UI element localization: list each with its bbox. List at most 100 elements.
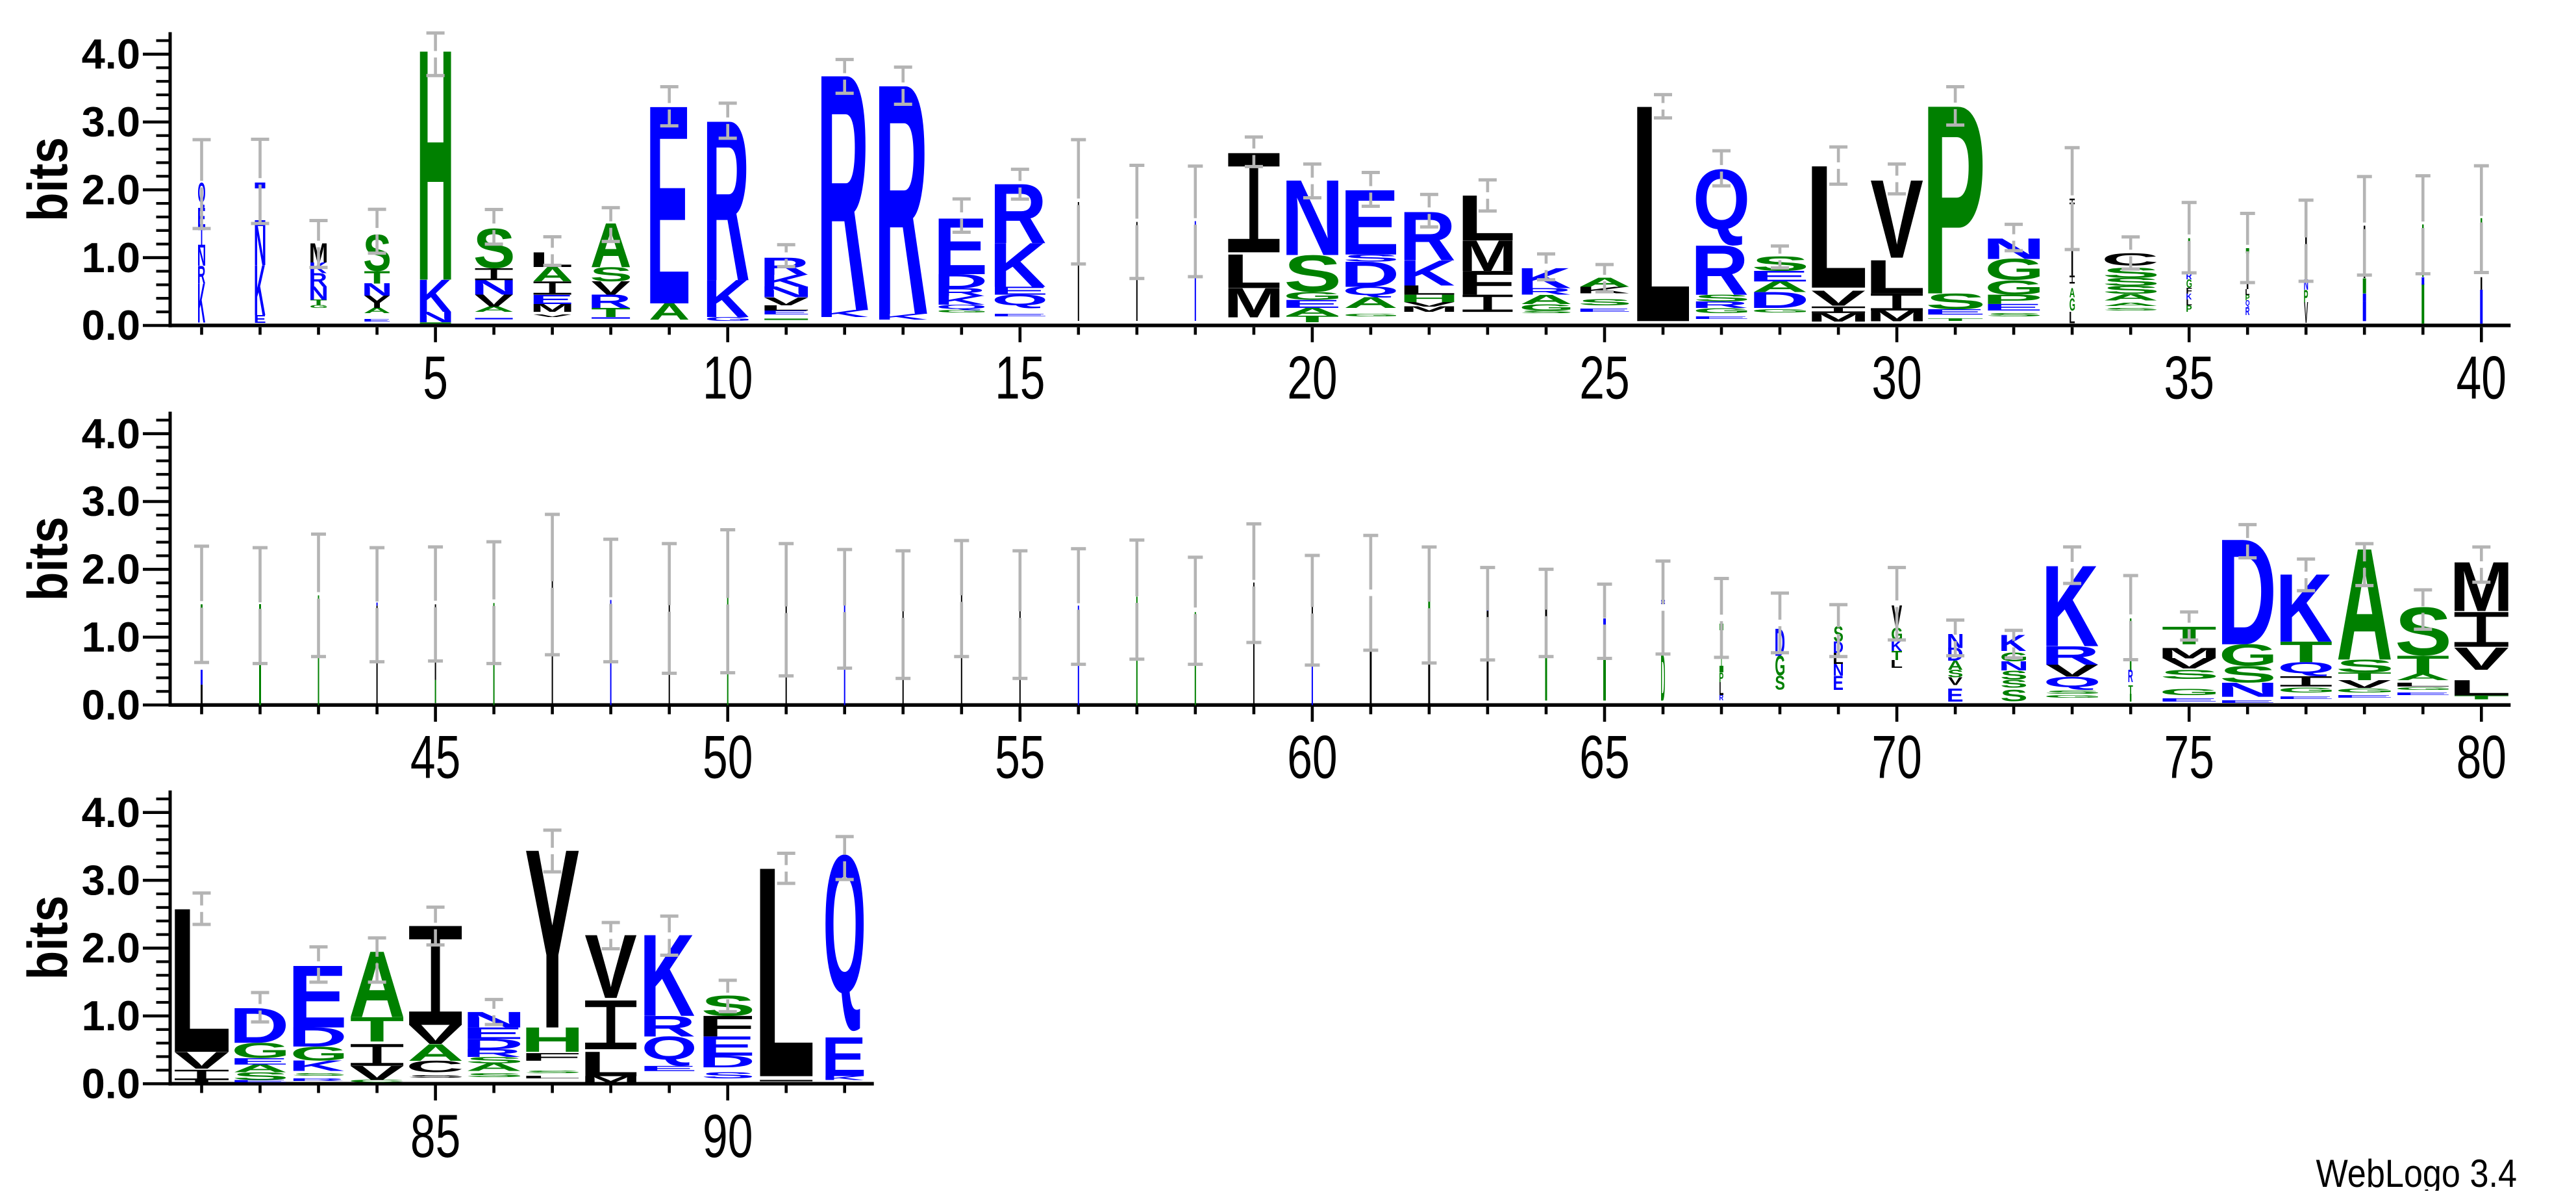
svg-text:N: N <box>760 284 813 301</box>
svg-text:R: R <box>1691 230 1749 310</box>
svg-text:T: T <box>2396 650 2449 680</box>
svg-text:E: E <box>362 318 392 322</box>
svg-text:0.0: 0.0 <box>82 301 140 349</box>
svg-text:G: G <box>1283 290 1343 302</box>
svg-text:F: F <box>519 1050 582 1063</box>
svg-text:S: S <box>291 1073 347 1076</box>
svg-text:E: E <box>2216 700 2277 704</box>
svg-text:E: E <box>2275 696 2336 700</box>
svg-text:0.0: 0.0 <box>82 681 140 728</box>
svg-text:C: C <box>406 1058 464 1076</box>
svg-text:G: G <box>310 304 329 309</box>
svg-text:V: V <box>533 314 571 318</box>
svg-text:3.0: 3.0 <box>82 477 140 525</box>
svg-text:M: M <box>1807 311 1870 324</box>
svg-text:E: E <box>1340 170 1399 275</box>
svg-text:S: S <box>2000 668 2027 682</box>
svg-text:A: A <box>1344 294 1398 311</box>
svg-text:A: A <box>466 1061 522 1073</box>
svg-text:A: A <box>407 1039 464 1066</box>
svg-text:E: E <box>288 947 347 1047</box>
svg-text:45: 45 <box>410 722 460 791</box>
svg-text:R: R <box>2041 641 2100 670</box>
svg-text:F: F <box>1457 264 1516 302</box>
svg-text:K: K <box>639 911 695 1041</box>
svg-text:P: P <box>2186 304 2192 314</box>
svg-text:L: L <box>1864 250 1926 304</box>
svg-text:L: L <box>1221 244 1282 299</box>
svg-text:L: L <box>2245 287 2250 297</box>
svg-text:D: D <box>934 270 988 292</box>
svg-text:S: S <box>1519 310 1573 314</box>
svg-text:A: A <box>473 305 514 314</box>
svg-text:L: L <box>2391 681 2452 688</box>
svg-text:E: E <box>1690 316 1751 320</box>
svg-text:WebLogo 3.4: WebLogo 3.4 <box>2316 1152 2517 1191</box>
svg-text:1.0: 1.0 <box>82 992 140 1039</box>
svg-text:S: S <box>232 1070 289 1082</box>
svg-text:E: E <box>2157 697 2220 702</box>
svg-text:K: K <box>288 1058 345 1074</box>
svg-text:bits: bits <box>16 516 79 601</box>
svg-text:R: R <box>462 1047 522 1060</box>
svg-text:50: 50 <box>703 722 753 791</box>
svg-text:V: V <box>592 277 631 299</box>
svg-text:S: S <box>465 1055 523 1065</box>
svg-text:R: R <box>2186 271 2192 281</box>
svg-text:K: K <box>254 251 266 331</box>
svg-text:A: A <box>2103 301 2158 307</box>
svg-text:S: S <box>2103 307 2160 311</box>
svg-text:K: K <box>990 230 1046 300</box>
svg-text:G: G <box>1693 307 1752 315</box>
svg-text:V: V <box>764 295 808 308</box>
svg-text:S: S <box>1775 671 1785 694</box>
svg-text:S: S <box>406 1074 465 1078</box>
svg-text:C: C <box>347 1079 405 1083</box>
svg-text:L: L <box>1832 650 1844 668</box>
svg-text:G: G <box>2159 687 2220 697</box>
svg-text:T: T <box>2129 683 2134 696</box>
svg-text:Q: Q <box>992 292 1048 308</box>
svg-text:E: E <box>229 1079 290 1083</box>
svg-text:S: S <box>523 1070 582 1074</box>
svg-text:T: T <box>310 298 327 307</box>
svg-text:K: K <box>197 272 205 335</box>
svg-text:1.0: 1.0 <box>82 613 140 661</box>
svg-text:R: R <box>639 1010 695 1043</box>
svg-text:L: L <box>2447 676 2511 700</box>
svg-text:R: R <box>990 166 1047 261</box>
svg-text:A: A <box>1284 305 1340 318</box>
svg-text:T: T <box>174 1079 230 1083</box>
svg-text:G: G <box>2394 687 2453 691</box>
svg-text:Q: Q <box>1342 285 1399 298</box>
svg-text:S: S <box>473 218 515 280</box>
svg-text:G: G <box>1751 309 1810 314</box>
svg-text:2.0: 2.0 <box>82 924 140 972</box>
svg-text:A: A <box>649 299 690 325</box>
svg-text:R: R <box>874 16 929 385</box>
svg-text:S: S <box>2103 275 2160 288</box>
svg-text:L: L <box>1457 182 1516 255</box>
svg-text:N: N <box>2304 276 2308 293</box>
svg-text:S: S <box>2000 687 2027 705</box>
svg-text:P: P <box>1982 292 2043 307</box>
svg-text:A: A <box>1520 292 1573 307</box>
svg-text:K: K <box>1575 285 1630 295</box>
svg-text:G: G <box>2186 277 2192 290</box>
svg-text:55: 55 <box>995 722 1045 791</box>
svg-text:20: 20 <box>1287 343 1337 412</box>
svg-text:S: S <box>465 1072 523 1078</box>
svg-text:S: S <box>1284 244 1342 303</box>
svg-text:L: L <box>759 303 810 312</box>
svg-text:G: G <box>705 316 752 322</box>
svg-text:R: R <box>2245 305 2250 318</box>
svg-text:H: H <box>520 1020 584 1060</box>
svg-text:E: E <box>1982 302 2044 312</box>
svg-text:L: L <box>1805 129 1868 325</box>
svg-text:N: N <box>416 309 455 325</box>
svg-text:D: D <box>1749 287 1810 312</box>
svg-text:3.0: 3.0 <box>82 98 140 146</box>
svg-text:M: M <box>581 1074 642 1084</box>
svg-text:15: 15 <box>995 343 1045 412</box>
svg-text:E: E <box>2332 694 2394 698</box>
